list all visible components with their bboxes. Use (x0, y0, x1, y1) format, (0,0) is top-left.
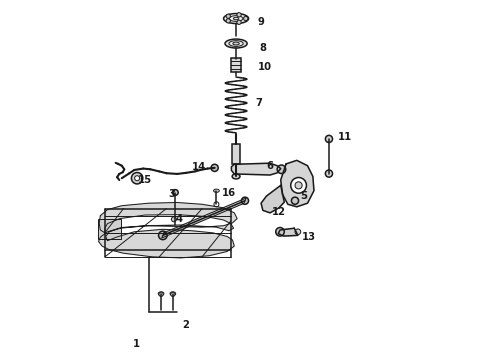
Circle shape (295, 182, 302, 189)
Circle shape (292, 197, 298, 204)
Text: 6: 6 (267, 161, 273, 171)
Circle shape (226, 14, 230, 18)
Circle shape (242, 197, 248, 204)
Circle shape (295, 229, 301, 235)
Circle shape (291, 177, 306, 193)
Circle shape (159, 292, 163, 296)
Circle shape (237, 13, 241, 17)
Bar (231, 58, 241, 72)
Text: 9: 9 (258, 17, 265, 27)
Bar (98, 220, 121, 239)
Ellipse shape (158, 292, 164, 296)
Circle shape (135, 176, 140, 181)
Circle shape (244, 17, 248, 21)
Text: 10: 10 (258, 63, 271, 72)
Text: 1: 1 (132, 339, 140, 349)
Text: 16: 16 (222, 188, 236, 198)
Polygon shape (281, 160, 314, 207)
Circle shape (237, 20, 241, 24)
Text: 5: 5 (300, 191, 307, 201)
Polygon shape (162, 198, 246, 238)
Circle shape (325, 170, 333, 177)
Text: 15: 15 (138, 175, 152, 185)
Text: 2: 2 (182, 320, 189, 330)
Text: 13: 13 (302, 232, 316, 242)
Text: 3: 3 (168, 189, 175, 199)
Polygon shape (231, 163, 281, 175)
Text: 11: 11 (338, 132, 352, 142)
Circle shape (171, 292, 175, 296)
Polygon shape (98, 203, 237, 258)
Circle shape (159, 231, 167, 240)
Circle shape (131, 172, 143, 184)
Circle shape (226, 19, 230, 23)
Circle shape (325, 135, 333, 143)
Text: 12: 12 (272, 207, 286, 217)
Text: 14: 14 (192, 162, 206, 172)
Ellipse shape (170, 292, 176, 296)
Polygon shape (278, 228, 298, 236)
Circle shape (172, 217, 176, 222)
Ellipse shape (233, 42, 239, 45)
Circle shape (276, 228, 284, 236)
Polygon shape (261, 185, 284, 213)
Text: 7: 7 (256, 98, 263, 108)
Ellipse shape (232, 174, 240, 179)
Circle shape (172, 190, 178, 195)
Text: 4: 4 (175, 214, 182, 224)
Ellipse shape (223, 14, 248, 23)
Circle shape (211, 164, 218, 171)
Ellipse shape (229, 16, 243, 21)
Ellipse shape (225, 39, 247, 48)
Ellipse shape (214, 189, 220, 192)
Text: 8: 8 (259, 43, 266, 53)
Circle shape (277, 165, 286, 174)
Ellipse shape (229, 41, 243, 46)
Bar (232, 144, 241, 164)
Ellipse shape (233, 17, 239, 20)
